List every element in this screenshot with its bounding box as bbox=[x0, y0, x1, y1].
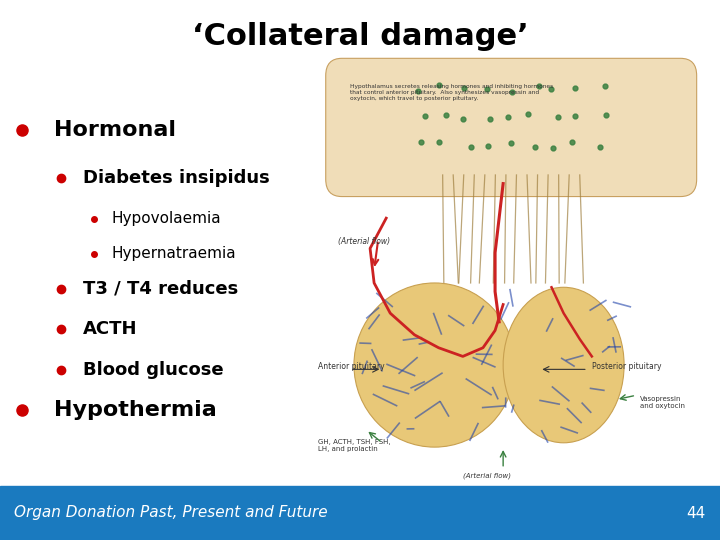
Text: Posterior pituitary: Posterior pituitary bbox=[592, 362, 662, 372]
Text: GH, ACTH, TSH, FSH,
LH, and prolactin: GH, ACTH, TSH, FSH, LH, and prolactin bbox=[318, 440, 390, 453]
Text: Hypothalamus secretes releasing hormones and inhibiting hormones
that control an: Hypothalamus secretes releasing hormones… bbox=[350, 84, 553, 101]
FancyBboxPatch shape bbox=[325, 58, 697, 197]
Bar bbox=[0, 486, 720, 540]
Text: Hypovolaemia: Hypovolaemia bbox=[112, 211, 221, 226]
Text: (Arterial flow): (Arterial flow) bbox=[338, 237, 390, 246]
Text: ‘Collateral damage’: ‘Collateral damage’ bbox=[192, 22, 528, 51]
Text: (Arterial flow): (Arterial flow) bbox=[463, 472, 511, 479]
Text: T3 / T4 reduces: T3 / T4 reduces bbox=[83, 280, 238, 298]
Ellipse shape bbox=[354, 283, 516, 447]
Text: Hypernatraemia: Hypernatraemia bbox=[112, 246, 236, 261]
Text: Diabetes insipidus: Diabetes insipidus bbox=[83, 169, 269, 187]
Text: Anterior pituitary: Anterior pituitary bbox=[318, 362, 384, 372]
Text: ACTH: ACTH bbox=[83, 320, 138, 339]
Text: 44: 44 bbox=[686, 505, 706, 521]
Text: Vasopressin
and oxytocin: Vasopressin and oxytocin bbox=[640, 396, 685, 409]
Text: Organ Donation Past, Present and Future: Organ Donation Past, Present and Future bbox=[14, 505, 328, 521]
Ellipse shape bbox=[503, 287, 624, 443]
Text: Hypothermia: Hypothermia bbox=[54, 400, 217, 421]
Text: Hormonal: Hormonal bbox=[54, 119, 176, 140]
Text: Blood glucose: Blood glucose bbox=[83, 361, 223, 379]
